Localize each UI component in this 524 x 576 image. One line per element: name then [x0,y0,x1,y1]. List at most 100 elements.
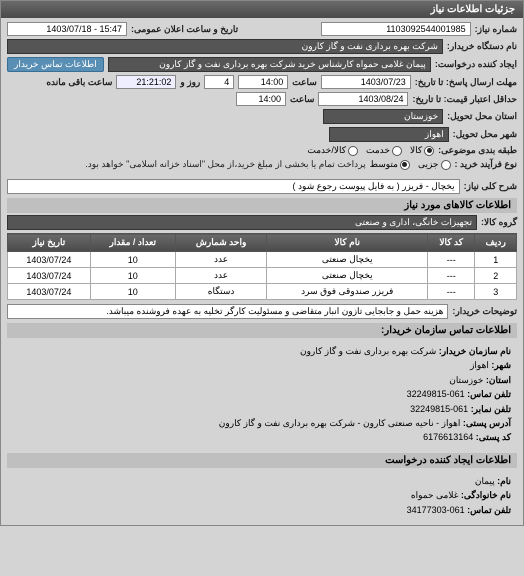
group-label: گروه کالا: [481,217,517,228]
contact-city-label: شهر: [491,360,511,370]
reply-date-value: 1403/07/23 [321,75,411,89]
general-desc-value: یخچال - فریزر ( به فایل پیوست رجوع شود ) [7,179,460,194]
purchase-type-radio-group: جزیی متوسط [370,159,451,170]
reply-clock-value: 14:00 [238,75,288,89]
row-requester: ایجاد کننده درخواست: پیمان غلامی حمواه ک… [7,57,517,72]
subject-class-radio-group: کالا خدمت کالا/خدمت [307,145,434,156]
reply-clock-label: ساعت [292,77,317,88]
table-cell: عدد [175,268,267,284]
row-city: شهر محل تحویل: اهواز [7,127,517,142]
contact-address: اهواز - ناحیه صنعتی کارون - شرکت بهره بر… [219,418,461,428]
buyer-contact-button[interactable]: اطلاعات تماس خریدار [7,57,104,72]
panel-title: جزئیات اطلاعات نیاز [1,1,523,18]
contact-address-label: آدرس پستی: [463,418,511,428]
contact-province: خوزستان [449,375,483,385]
col-qty: تعداد / مقدار [90,234,175,252]
radio-jozi-label: جزیی [418,159,439,170]
radio-motevasset[interactable]: متوسط [370,159,410,170]
items-section-title: اطلاعات کالاهای مورد نیاز [7,198,517,213]
row-org-name: نام دستگاه خریدار: شرکت بهره برداری نفت … [7,39,517,54]
table-cell: --- [428,252,475,268]
table-cell: 10 [90,268,175,284]
contact-section-title: اطلاعات تماس سازمان خریدار: [7,323,517,338]
creator-section-title: اطلاعات ایجاد کننده درخواست [7,453,517,468]
details-panel: جزئیات اطلاعات نیاز شماره نیاز: 11030925… [0,0,524,526]
validity-clock-label: ساعت [290,94,315,105]
table-row: 2---یخچال صنعتیعدد101403/07/24 [8,268,517,284]
table-cell: 1 [475,252,517,268]
contact-postal-label: کد پستی: [476,432,511,442]
validity-date-value: 1403/08/24 [318,92,408,106]
public-datetime-label: تاریخ و ساعت اعلان عمومی: [131,24,238,35]
contact-fax-label: تلفن نمابر: [471,404,511,414]
table-cell: عدد [175,252,267,268]
form-body: شماره نیاز: 1103092544001985 تاریخ و ساع… [1,18,523,525]
contact-org-label: نام سازمان خریدار: [439,346,511,356]
radio-kala-khedmat-label: کالا/خدمت [307,145,346,156]
row-province: استان محل تحویل: خوزستان [7,109,517,124]
contact-info-block: نام سازمان خریدار: شرکت بهره برداری نفت … [7,340,517,449]
remaining-label: ساعت باقی مانده [46,77,112,88]
radio-khedmat[interactable]: خدمت [366,145,402,156]
row-group: گروه کالا: تجهیزات خانگی، اداری و صنعتی [7,215,517,230]
request-no-value: 1103092544001985 [321,22,471,36]
reply-until-label: مهلت ارسال پاسخ: تا تاریخ: [415,77,517,88]
radio-kala-khedmat[interactable]: کالا/خدمت [307,145,358,156]
table-cell: 1403/07/24 [8,268,91,284]
city-value: اهواز [329,127,449,142]
general-desc-label: شرح کلی نیاز: [464,181,517,192]
table-cell: 10 [90,252,175,268]
request-no-label: شماره نیاز: [475,24,517,35]
public-datetime-value: 15:47 - 1403/07/18 [7,22,127,36]
requester-label: ایجاد کننده درخواست: [435,59,517,70]
table-cell: --- [428,268,475,284]
days-label: روز و [180,77,200,88]
row-buyer-note: توضیحات خریدار: هزینه حمل و جابجایی تازو… [7,304,517,319]
radio-jozi[interactable]: جزیی [418,159,451,170]
radio-motevasset-label: متوسط [370,159,398,170]
group-value: تجهیزات خانگی، اداری و صنعتی [7,215,477,230]
radio-khedmat-label: خدمت [366,145,390,156]
org-name-value: شرکت بهره برداری نفت و گاز کارون [7,39,443,54]
table-cell: دستگاه [175,284,267,300]
table-cell: 1403/07/24 [8,252,91,268]
purchase-type-label: نوع فرآیند خرید : [455,159,518,170]
table-row: 3---فریزر صندوقی فوق سرددستگاه101403/07/… [8,284,517,300]
table-cell: 1403/07/24 [8,284,91,300]
items-table: ردیف کد کالا نام کالا واحد شمارش تعداد /… [7,233,517,300]
radio-kala[interactable]: کالا [410,145,434,156]
col-item-name: نام کالا [267,234,428,252]
contact-postal: 6176613164 [423,432,473,442]
row-purchase-type: نوع فرآیند خرید : جزیی متوسط پرداخت تمام… [7,159,517,170]
remaining-time-value: 21:21:02 [116,75,176,89]
subject-class-label: طبقه بندی موضوعی: [438,145,517,156]
contact-phone-label: تلفن تماس: [467,389,511,399]
table-cell: 3 [475,284,517,300]
buyer-note-value: هزینه حمل و جابجایی تازون انبار متقاضی و… [7,304,448,319]
validity-clock-value: 14:00 [236,92,286,106]
contact-fax: 061-32249815 [410,404,468,414]
table-row: 1---یخچال صنعتیعدد101403/07/24 [8,252,517,268]
contact-org: شرکت بهره برداری نفت و گاز کارون [300,346,436,356]
buyer-note-label: توضیحات خریدار: [452,306,517,317]
col-need-date: تاریخ نیاز [8,234,91,252]
radio-kala-label: کالا [410,145,422,156]
contact-city: اهواز [470,360,489,370]
table-cell: 10 [90,284,175,300]
table-header-row: ردیف کد کالا نام کالا واحد شمارش تعداد /… [8,234,517,252]
row-validity: حداقل اعتبار قیمت: تا تاریخ: 1403/08/24 … [7,92,517,106]
contact-province-label: استان: [486,375,511,385]
creator-info-block: نام: پیمان نام خانوادگی: غلامی حمواه تلف… [7,470,517,521]
col-unit: واحد شمارش [175,234,267,252]
validity-label: حداقل اعتبار قیمت: تا تاریخ: [412,94,517,105]
creator-name-label: نام: [497,476,511,486]
days-value: 4 [204,75,234,89]
row-reply-deadline: مهلت ارسال پاسخ: تا تاریخ: 1403/07/23 سا… [7,75,517,89]
table-cell: یخچال صنعتی [267,268,428,284]
table-cell: 2 [475,268,517,284]
creator-family-label: نام خانوادگی: [461,490,511,500]
creator-family: غلامی حمواه [411,490,459,500]
requester-value: پیمان غلامی حمواه کارشناس خرید شرکت بهره… [108,57,431,72]
province-value: خوزستان [323,109,443,124]
row-subject-class: طبقه بندی موضوعی: کالا خدمت کالا/خدمت [7,145,517,156]
